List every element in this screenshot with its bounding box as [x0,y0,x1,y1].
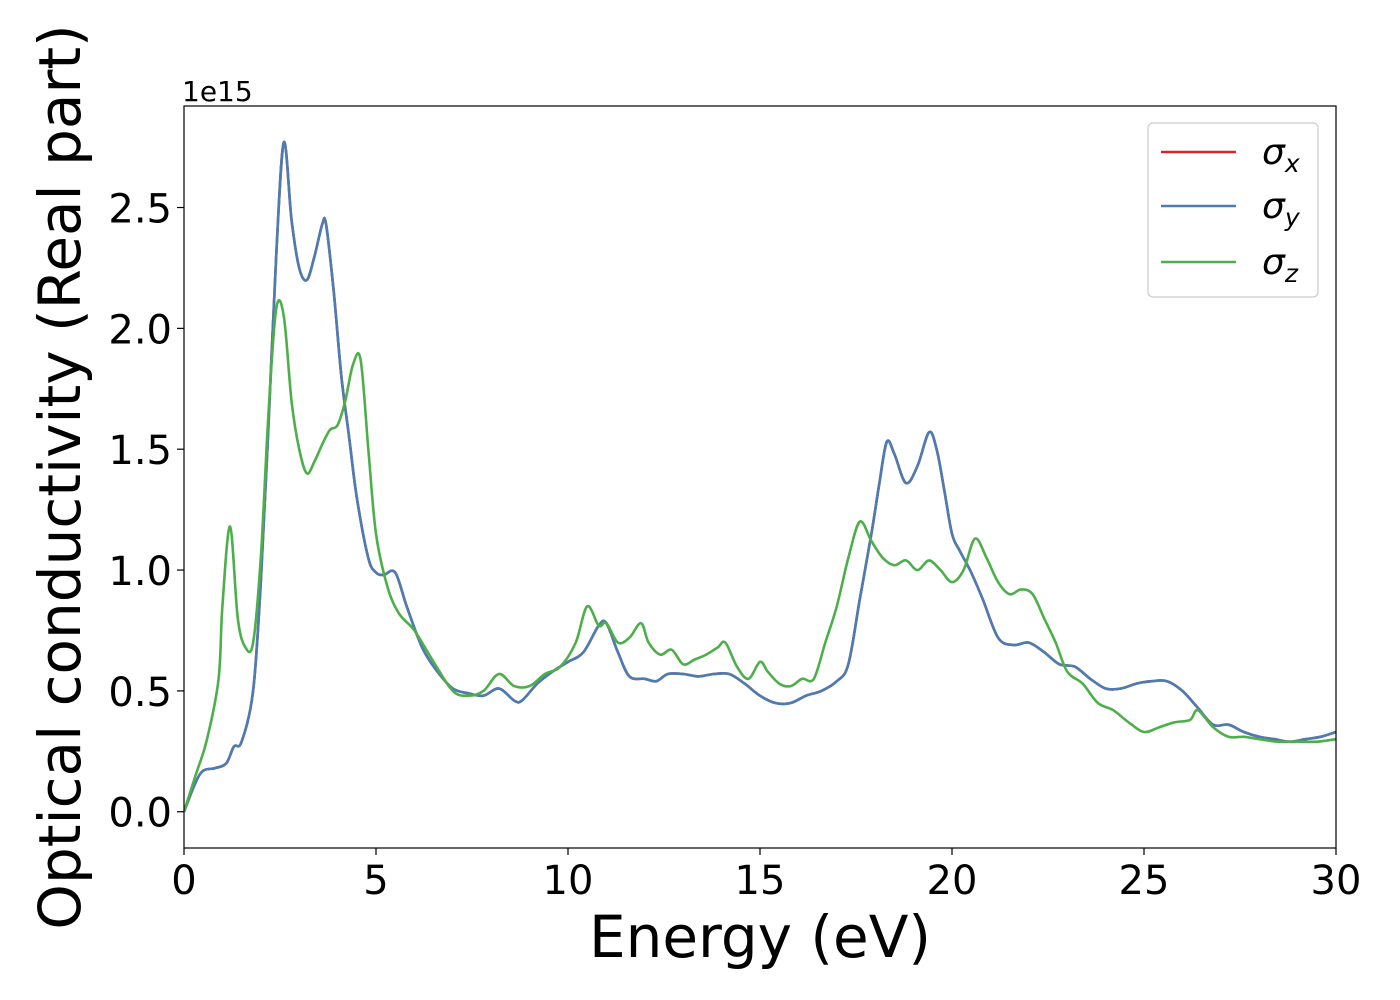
x-axis-ticks: 0 5 10 15 20 25 30 [171,848,1361,904]
x-tick-label: 30 [1311,858,1362,904]
x-tick-label: 10 [543,858,594,904]
legend-label-z: σz [1262,242,1299,288]
x-tick-label: 25 [1119,858,1170,904]
y-tick-label: 0.5 [108,670,172,716]
legend-box [1147,122,1319,298]
series-layer [184,140,1336,813]
x-tick-label: 5 [363,858,388,904]
legend-label-y: σy [1262,186,1301,232]
series-line-z [184,298,1336,813]
x-tick-label: 15 [735,858,786,904]
y-tick-label: 2.0 [108,307,172,353]
y-offset-label: 1e15 [182,75,253,108]
x-tick-label: 0 [171,858,196,904]
y-tick-label: 2.5 [108,187,172,233]
series-line-y [184,140,1336,813]
y-tick-label: 1.5 [108,428,172,474]
x-axis-label: Energy (eV) [589,903,931,971]
y-tick-label: 0.0 [108,791,172,837]
legend-label-x: σx [1262,132,1300,178]
legend: σx σy σz [1147,122,1319,298]
x-tick-label: 20 [927,858,978,904]
y-axis-label: Optical conductivity (Real part) [26,24,94,929]
y-axis-ticks: 0.0 0.5 1.0 1.5 2.0 2.5 [108,187,184,837]
y-tick-label: 1.0 [108,549,172,595]
